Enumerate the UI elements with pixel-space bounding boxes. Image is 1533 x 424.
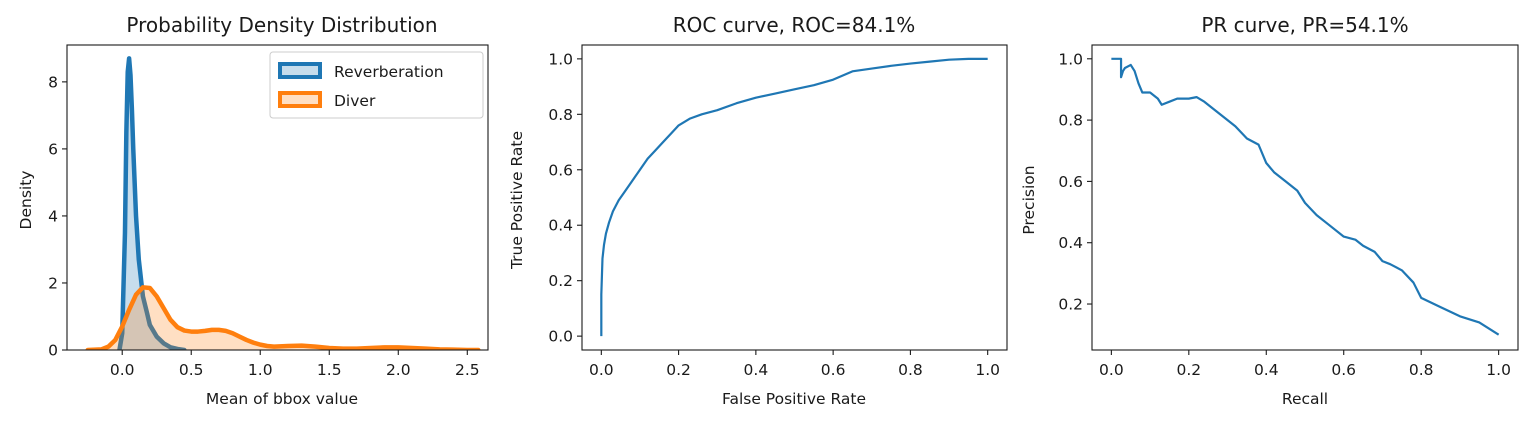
density-x-tick: 1.5 (317, 361, 342, 379)
pr-x-tick: 1.0 (1486, 361, 1511, 379)
pr-curve-line (1111, 57, 1500, 336)
pr-panel: PR curve, PR=54.1% 0.0 0.2 0.4 0.6 0.8 1… (1020, 13, 1519, 408)
pr-y-ticks: 0.2 0.4 0.6 0.8 1.0 (1058, 50, 1092, 314)
roc-x-tick: 0.8 (898, 361, 923, 379)
roc-axes-frame (581, 44, 1008, 351)
pr-y-tick: 0.8 (1058, 112, 1083, 130)
density-x-tick: 1.0 (248, 361, 273, 379)
roc-x-tick: 0.4 (744, 361, 769, 379)
density-y-label: Density (17, 171, 35, 230)
roc-x-tick: 0.2 (666, 361, 691, 379)
pr-y-label: Precision (1020, 165, 1038, 234)
density-y-tick: 8 (48, 73, 58, 91)
density-reverberation-area (119, 58, 185, 350)
pr-x-tick: 0.0 (1099, 361, 1124, 379)
roc-plot-area (600, 57, 988, 337)
roc-x-label: False Positive Rate (722, 390, 866, 408)
density-x-tick: 2.5 (455, 361, 480, 379)
pr-x-tick: 0.2 (1176, 361, 1201, 379)
roc-y-tick: 1.0 (548, 50, 573, 68)
legend-label-reverberation: Reverberation (334, 63, 444, 81)
roc-y-ticks: 0.0 0.2 0.4 0.6 0.8 1.0 (548, 50, 582, 346)
pr-title: PR curve, PR=54.1% (1201, 13, 1408, 37)
pr-axes-frame (1091, 44, 1519, 351)
roc-y-tick: 0.6 (548, 161, 573, 179)
pr-x-tick: 0.6 (1331, 361, 1356, 379)
density-x-tick: 2.0 (386, 361, 411, 379)
roc-y-label: True Positive Rate (508, 131, 526, 270)
density-y-tick: 4 (48, 207, 58, 225)
density-x-label: Mean of bbox value (206, 390, 358, 408)
roc-x-ticks: 0.0 0.2 0.4 0.6 0.8 1.0 (589, 350, 1000, 379)
density-x-ticks: 0.0 0.5 1.0 1.5 2.0 2.5 (110, 350, 480, 379)
density-axes-frame (66, 44, 489, 351)
density-panel: Probability Density Distribution 0.0 0.5… (17, 13, 489, 408)
legend-box (269, 51, 484, 119)
density-series-group (85, 56, 481, 350)
density-title: Probability Density Distribution (126, 13, 437, 37)
pr-y-tick: 0.4 (1058, 234, 1083, 252)
pr-x-ticks: 0.0 0.2 0.4 0.6 0.8 1.0 (1099, 350, 1511, 379)
roc-panel: ROC curve, ROC=84.1% 0.0 0.2 0.4 0.6 0.8… (508, 13, 1008, 408)
roc-series-group (600, 57, 988, 337)
density-legend: Reverberation Diver (269, 51, 484, 119)
pr-y-tick: 1.0 (1058, 50, 1083, 68)
roc-y-tick: 0.8 (548, 106, 573, 124)
pr-plot-area (1111, 57, 1500, 336)
roc-curve-line (600, 57, 988, 337)
roc-x-tick: 1.0 (975, 361, 1000, 379)
density-x-tick: 0.0 (110, 361, 135, 379)
density-y-tick: 6 (48, 140, 58, 158)
density-reverberation-line (117, 56, 187, 350)
density-diver-area (87, 287, 479, 350)
pr-series-group (1111, 57, 1500, 336)
pr-x-label: Recall (1282, 390, 1328, 408)
roc-title: ROC curve, ROC=84.1% (673, 13, 916, 37)
legend-swatch-diver (278, 91, 322, 108)
legend-label-diver: Diver (334, 92, 376, 110)
roc-y-tick: 0.0 (548, 328, 573, 346)
legend-swatch-reverberation (278, 62, 322, 79)
pr-y-tick: 0.6 (1058, 173, 1083, 191)
density-y-tick: 0 (48, 342, 58, 360)
pr-y-tick: 0.2 (1058, 296, 1083, 314)
roc-x-tick: 0.0 (589, 361, 614, 379)
roc-x-tick: 0.6 (821, 361, 846, 379)
roc-y-tick: 0.4 (548, 217, 573, 235)
pr-x-tick: 0.4 (1254, 361, 1279, 379)
density-y-ticks: 0 2 4 6 8 (48, 73, 67, 360)
roc-y-tick: 0.2 (548, 272, 573, 290)
density-diver-line (85, 285, 481, 350)
density-x-tick: 0.5 (179, 361, 204, 379)
density-plot-area (85, 56, 481, 350)
pr-x-tick: 0.8 (1409, 361, 1434, 379)
density-y-tick: 2 (48, 274, 58, 292)
